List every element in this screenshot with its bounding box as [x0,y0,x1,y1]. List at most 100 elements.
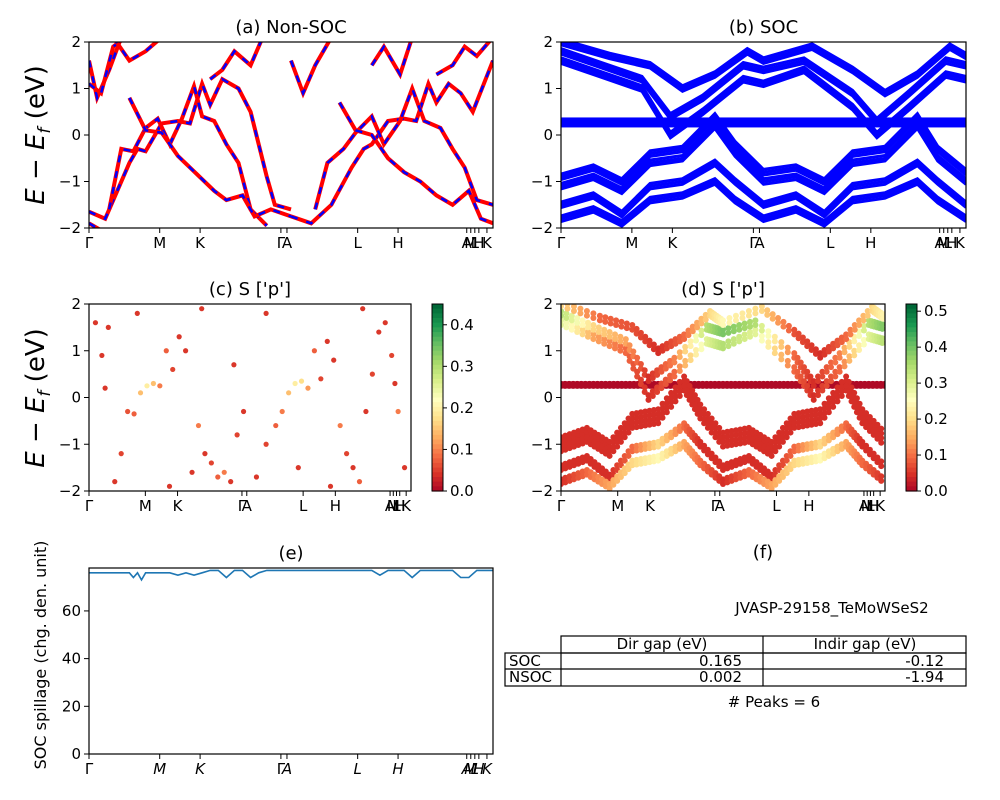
panel-d-ytick-label-0: 2 [543,295,553,313]
point-d-234 [771,338,778,345]
colorbar-c-cell-1 [432,308,443,314]
point-d-495 [683,378,690,385]
point-d-291 [564,304,571,307]
point-c-7 [137,390,144,396]
point-d-225 [741,320,748,327]
panel-d-xtick-label-6: H [803,497,814,515]
point-d-232 [765,332,772,339]
point-d-904 [825,437,832,444]
point-d-49 [671,368,678,375]
point-d-505 [697,401,704,408]
panel-b-xtick-label-5: L [826,234,835,252]
point-d-227 [747,318,753,325]
point-d-190 [667,362,674,369]
point-d-74 [725,343,732,350]
point-d-290 [564,305,571,312]
point-d-599 [878,425,885,432]
colorbar-d-cell-38 [906,481,917,487]
point-c-13 [176,334,182,340]
point-d-15 [595,333,602,340]
point-d-156 [590,326,597,333]
point-d-10 [585,333,591,340]
panel-d-xtick-label-10: H [868,497,879,515]
point-d-675 [701,415,708,422]
panel-c-xtick-label-4: A [242,497,253,515]
point-d-418 [864,312,871,319]
band-a-red-10 [289,42,331,99]
point-d-182 [649,375,656,382]
point-d-76 [730,340,737,347]
point-d-230 [758,327,765,334]
band-a-blue-6 [128,97,292,218]
table-header-dir: Dir gap (eV) [617,635,708,653]
point-d-302 [602,318,609,325]
panel-b-title: (b) SOC [729,17,798,38]
point-d-884 [783,457,790,464]
colorbar-d-cell-20 [906,397,917,403]
point-d-513 [712,420,719,427]
colorbar-d-cell-30 [906,444,917,450]
band-b-4-1 [561,123,966,193]
point-d-960 [606,485,613,491]
point-c-43 [382,320,388,326]
colorbar-d-cell-34 [906,462,917,469]
point-d-931 [870,450,877,457]
point-d-652 [663,409,670,416]
colorbar-c-label-0: 0.4 [450,316,474,334]
panel-b-xtick-label-7: A [935,234,946,252]
table-row-nsoc-indir: -1.94 [905,668,944,686]
panel-b-ytick-label-4: −2 [531,219,553,237]
panel-e-xtick-label-2: K [195,760,206,778]
panel-a-xtick-label-7: A [462,234,473,252]
point-d-593 [866,413,873,420]
colorbar-c-cell-39 [432,486,443,492]
point-d-84 [752,331,759,338]
point-d-630 [617,438,624,445]
point-d-179 [641,367,648,374]
point-d-714 [779,438,786,445]
colorbar-c-cell-10 [432,350,443,357]
point-d-110 [815,392,822,399]
point-d-368 [745,312,752,319]
ylabel-middle: E − Ef (eV) [21,328,55,468]
panel-a-title: (a) Non-SOC [235,17,346,38]
colorbar-c-cell-12 [432,360,443,366]
point-d-274 [860,327,867,334]
panel-e-frame [88,567,494,755]
point-d-148 [568,317,575,324]
point-d-161 [601,326,608,333]
point-c-46 [401,465,408,471]
panel-a-xtick-label-9: L [471,234,480,252]
point-d-577 [843,373,850,380]
point-d-252 [810,382,817,389]
point-d-42 [658,385,665,392]
point-d-412 [851,326,858,333]
point-d-313 [629,322,636,329]
colorbar-c-cell-35 [432,467,443,473]
panel-e-ytick-label-2: 20 [62,697,81,715]
point-d-180 [645,378,652,385]
point-d-288 [561,304,564,310]
table-header-indir: Indir gap (eV) [814,635,917,653]
point-c-14 [183,348,189,354]
band-a-red-12 [435,42,492,77]
point-d-262 [832,359,839,366]
point-d-734 [821,414,828,421]
colorbar-c-cell-5 [432,327,443,333]
colorbar-d-cell-0 [906,304,917,310]
point-d-130 [860,341,867,348]
panel-d-xtick-label-0: Γ [557,497,566,515]
point-d-708 [768,452,775,459]
point-d-99 [794,368,801,375]
point-c-28 [286,390,292,396]
colorbar-d-cell-17 [906,383,917,389]
colorbar-c-cell-28 [432,434,443,441]
panel-d-frame [560,303,886,492]
point-d-824 [672,431,679,438]
point-c-4 [118,451,124,457]
band-a-red-8 [290,59,493,226]
point-d-114 [823,382,830,389]
colorbar-d-cell-16 [906,378,917,385]
point-d-52 [682,362,689,369]
